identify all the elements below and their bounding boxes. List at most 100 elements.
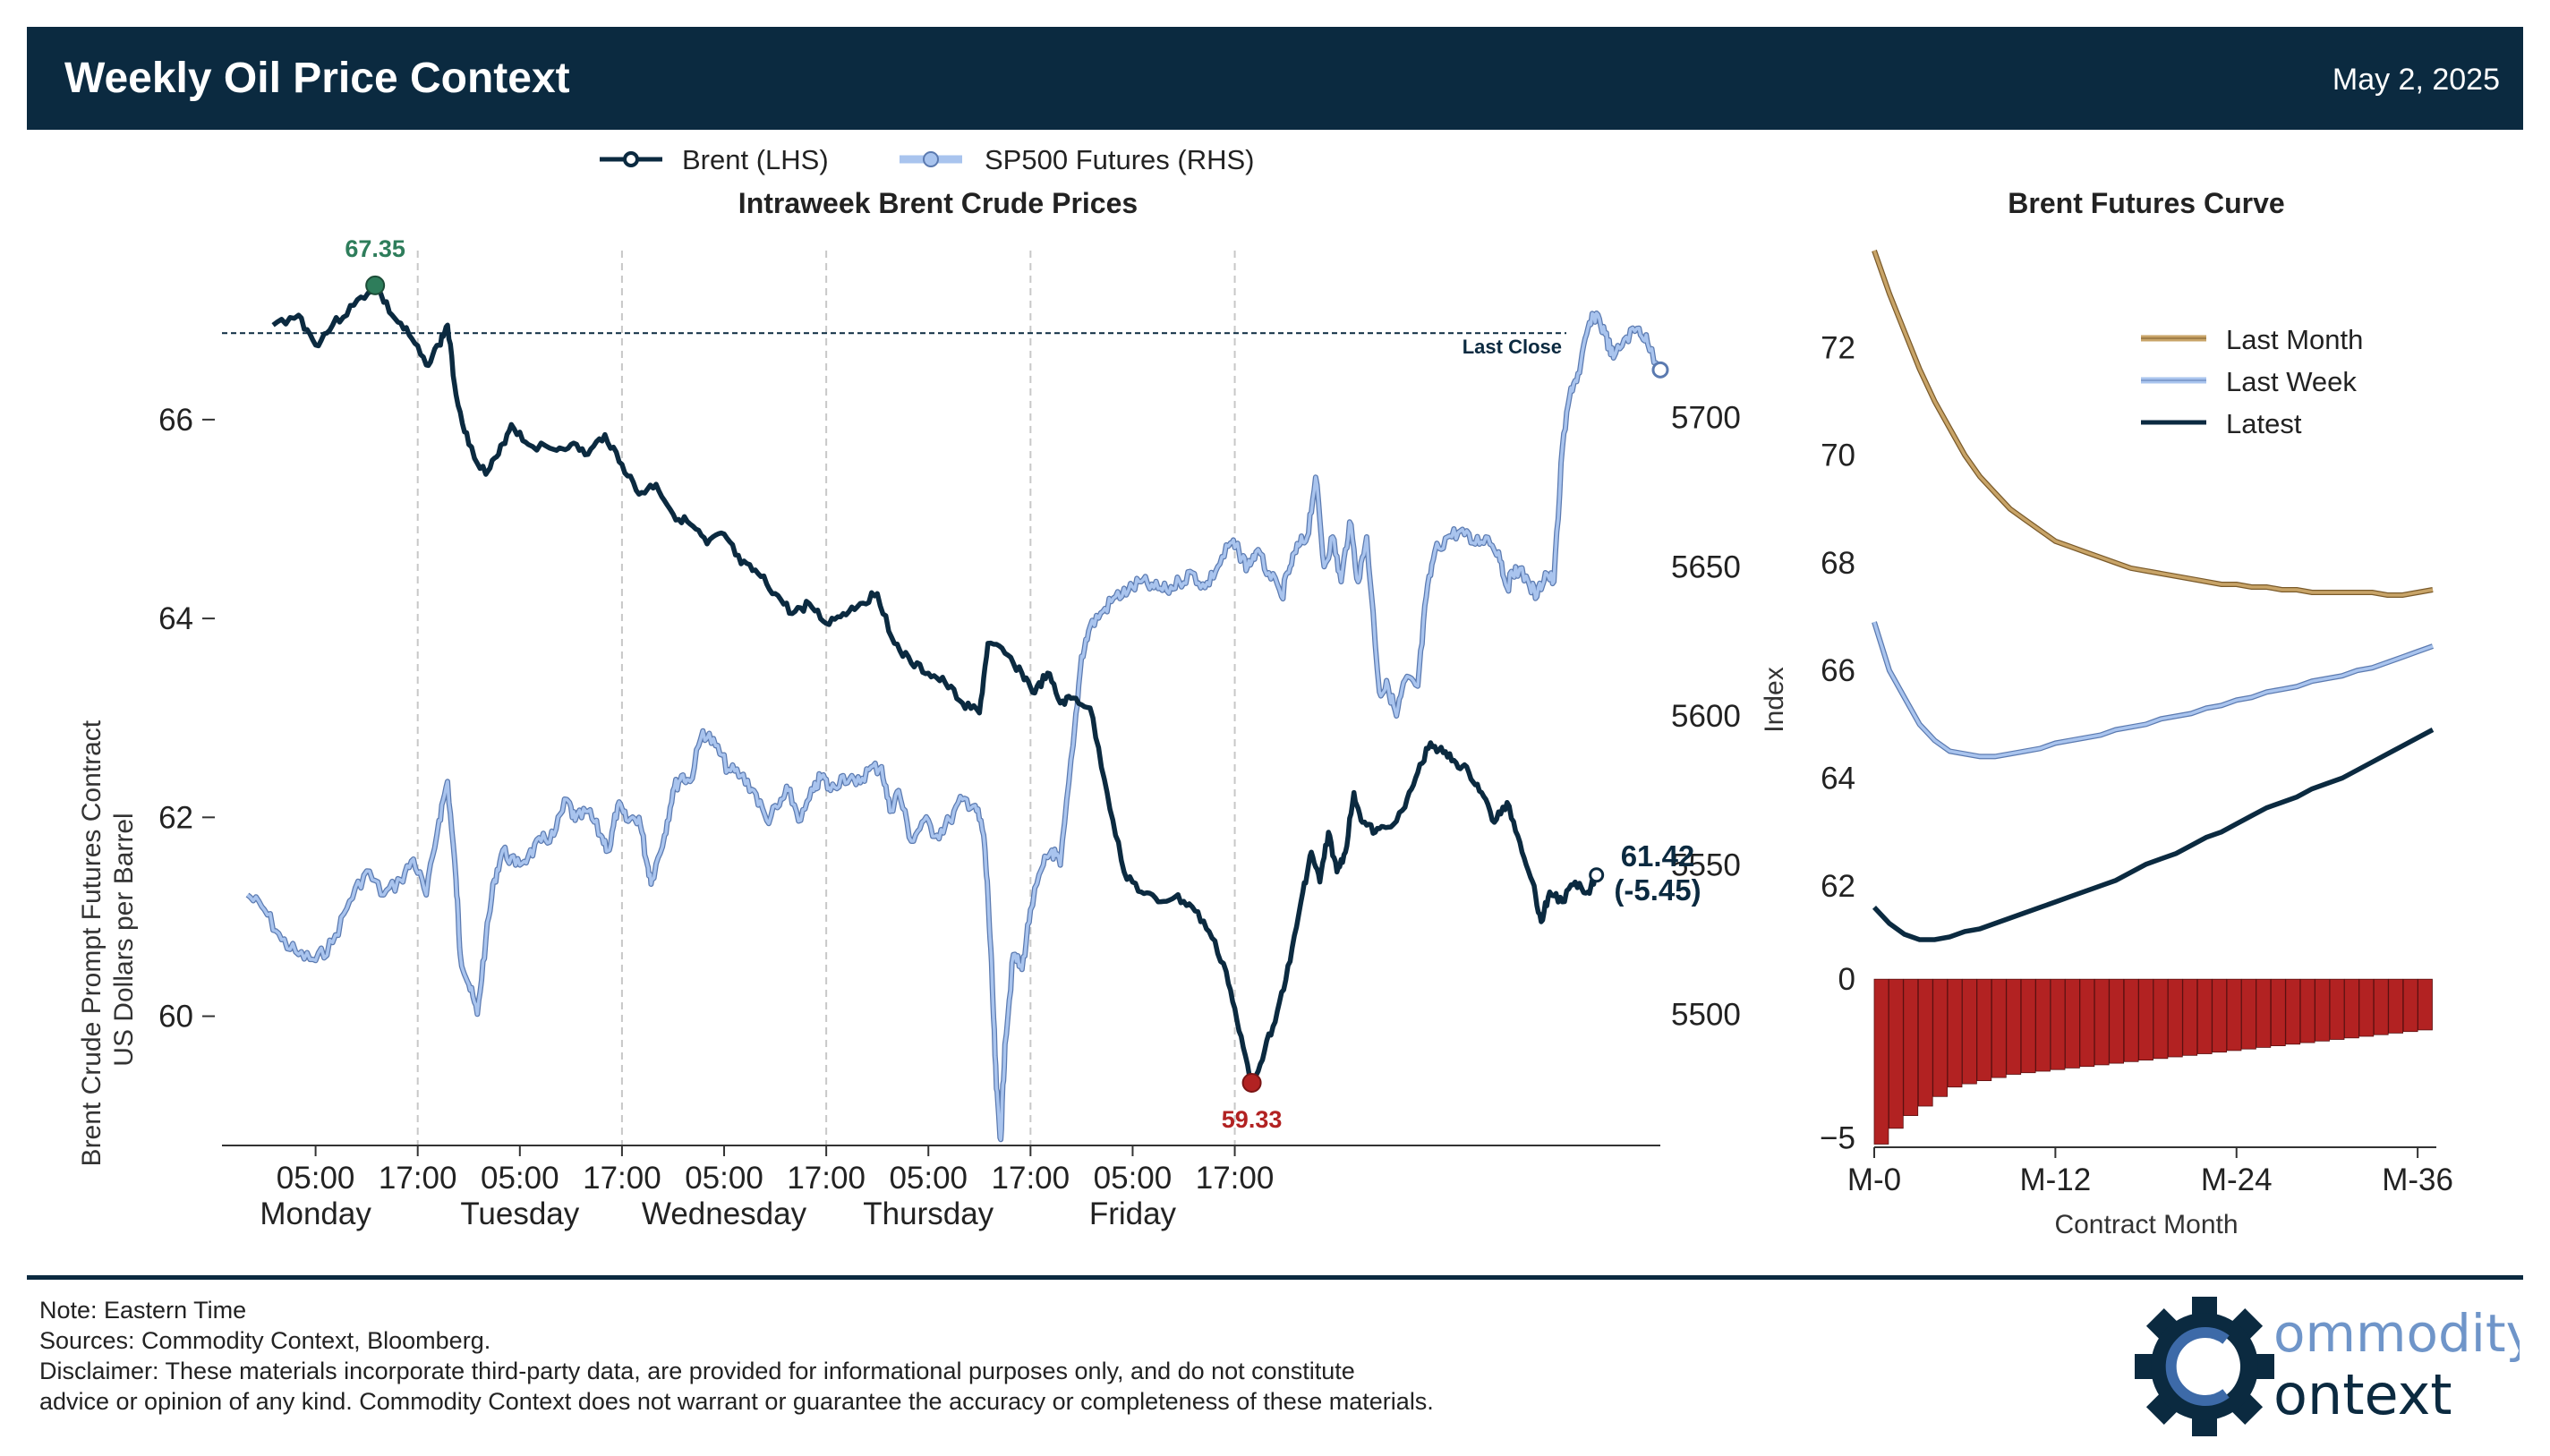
change-bar xyxy=(2167,978,2183,1058)
x-tick-label: 05:00 Monday xyxy=(260,1161,371,1231)
logo-text-line2: ontext xyxy=(2273,1362,2452,1427)
curve-x-tick-label: M-36 xyxy=(2382,1162,2453,1197)
x-tick-label-line: Thursday xyxy=(863,1196,994,1231)
change-bar xyxy=(2079,978,2095,1068)
main-legend: Brent (LHS) SP500 Futures (RHS) xyxy=(600,144,1255,175)
main-y-label-line1: Brent Crude Prompt Futures Contract xyxy=(77,719,107,1166)
curve-y-tick-label: 68 xyxy=(1821,546,1855,581)
curve-y-tick-label: 62 xyxy=(1821,869,1855,904)
last-change-label: (-5.45) xyxy=(1614,873,1701,907)
change-bar xyxy=(2358,978,2375,1037)
change-bar xyxy=(1962,978,1977,1085)
x-tick-label-line: 05:00 xyxy=(277,1161,355,1196)
change-bar xyxy=(2315,978,2330,1042)
x-tick-label-line: 05:00 xyxy=(889,1161,968,1196)
change-bar xyxy=(2373,978,2389,1035)
curve-y-tick-label: 72 xyxy=(1821,330,1855,365)
curve-y-label: Index xyxy=(1760,667,1789,732)
brent-series xyxy=(271,283,1605,1086)
change-bar xyxy=(2299,978,2315,1043)
sp500-line xyxy=(246,311,1662,1142)
change-bar xyxy=(2182,978,2198,1056)
x-tick-label-line: 17:00 xyxy=(1196,1161,1275,1196)
x-tick-label-line: Tuesday xyxy=(460,1196,579,1231)
footer-disclaimer-line1: Disclaimer: These materials incorporate … xyxy=(39,1358,1355,1384)
change-bar xyxy=(2285,978,2301,1045)
brent-line xyxy=(271,283,1599,1086)
change-bar xyxy=(2138,978,2153,1060)
last-week-line xyxy=(1872,621,2434,759)
curve-x-label: Contract Month xyxy=(2054,1210,2238,1239)
high-point-label: 67.35 xyxy=(345,235,405,262)
footer-note: Note: Eastern Time xyxy=(39,1297,247,1324)
curve-legend: Last Month Last Week Latest xyxy=(2141,324,2363,439)
footer-sources: Sources: Commodity Context, Bloomberg. xyxy=(39,1327,491,1354)
curve-x-tick-label: M-0 xyxy=(1847,1162,1901,1197)
x-tick-label: 17:00 xyxy=(583,1161,661,1196)
low-point-label: 59.33 xyxy=(1222,1106,1283,1133)
change-bar xyxy=(2329,978,2345,1040)
main-chart-title: Intraweek Brent Crude Prices xyxy=(738,187,1138,219)
legend-last-week-label: Last Week xyxy=(2226,366,2357,397)
change-bar xyxy=(2270,978,2286,1046)
change-bar xyxy=(2035,978,2051,1072)
last-value-label: 61.42 xyxy=(1621,839,1695,873)
y-tick-label: 64 xyxy=(158,601,193,636)
main-y-label-line2: US Dollars per Barrel xyxy=(109,813,139,1066)
legend-last-month-label: Last Month xyxy=(2226,324,2363,355)
curve-y-tick-label: 70 xyxy=(1821,439,1855,473)
main-vertical-grid xyxy=(416,251,1236,1145)
change-bar xyxy=(1932,978,1948,1097)
change-bar xyxy=(2006,978,2022,1075)
change-bar xyxy=(2020,978,2036,1074)
y2-tick-label: 5700 xyxy=(1671,401,1741,436)
change-bar xyxy=(1903,978,1919,1116)
change-bar xyxy=(2094,978,2110,1066)
x-tick-label: 17:00 xyxy=(379,1161,457,1196)
change-bar xyxy=(2388,978,2403,1034)
legend-sp500-label: SP500 Futures (RHS) xyxy=(985,144,1255,175)
change-bar xyxy=(2256,978,2272,1048)
legend-sp500-marker xyxy=(923,151,939,167)
change-bar xyxy=(2065,978,2080,1069)
legend-brent-marker xyxy=(623,151,639,167)
change-bar xyxy=(2241,978,2256,1050)
x-tick-label-line: 05:00 xyxy=(481,1161,559,1196)
x-tick-label: 05:00 Friday xyxy=(1089,1161,1177,1231)
change-bar xyxy=(1888,978,1904,1129)
brent-last-point xyxy=(1589,867,1605,883)
change-bar xyxy=(1976,978,1992,1081)
change-bar xyxy=(2418,978,2433,1031)
main-y-label: Brent Crude Prompt Futures Contract US D… xyxy=(77,713,139,1167)
sp500-last-point xyxy=(1651,361,1669,379)
x-tick-label-line: 17:00 xyxy=(787,1161,866,1196)
footer-notes: Note: Eastern Time Sources: Commodity Co… xyxy=(39,1295,1434,1417)
last-month-line xyxy=(1872,250,2434,597)
legend-brent-label: Brent (LHS) xyxy=(682,144,829,175)
y2-tick-label: 5650 xyxy=(1671,549,1741,584)
change-bar xyxy=(2212,978,2227,1053)
bars-y-tick-label: −5 xyxy=(1820,1120,1855,1155)
x-tick-label-line: 17:00 xyxy=(583,1161,661,1196)
header-banner: Weekly Oil Price Context May 2, 2025 xyxy=(27,27,2523,130)
latest-line xyxy=(1872,727,2435,942)
curve-x-tick-label: M-24 xyxy=(2201,1162,2273,1197)
commodity-context-logo: ommodity ontext xyxy=(2135,1297,2520,1436)
x-tick-label-line: Friday xyxy=(1089,1196,1177,1231)
x-tick-label-line: 05:00 xyxy=(685,1161,763,1196)
curve-change-bars xyxy=(1873,978,2433,1145)
curve-series xyxy=(1872,250,2435,942)
page-title: Weekly Oil Price Context xyxy=(64,55,570,102)
x-tick-label-line: Wednesday xyxy=(642,1196,807,1231)
x-tick-label-line: 05:00 xyxy=(1094,1161,1173,1196)
change-bar xyxy=(2109,978,2124,1064)
curve-x-tick-label: M-12 xyxy=(2020,1162,2092,1197)
change-bar xyxy=(2123,978,2139,1062)
curve-y-tick-label: 66 xyxy=(1821,653,1855,688)
x-tick-label-line: 17:00 xyxy=(379,1161,457,1196)
y-tick-label: 60 xyxy=(158,1000,193,1035)
change-bar xyxy=(2050,978,2066,1070)
change-bar xyxy=(2153,978,2169,1060)
